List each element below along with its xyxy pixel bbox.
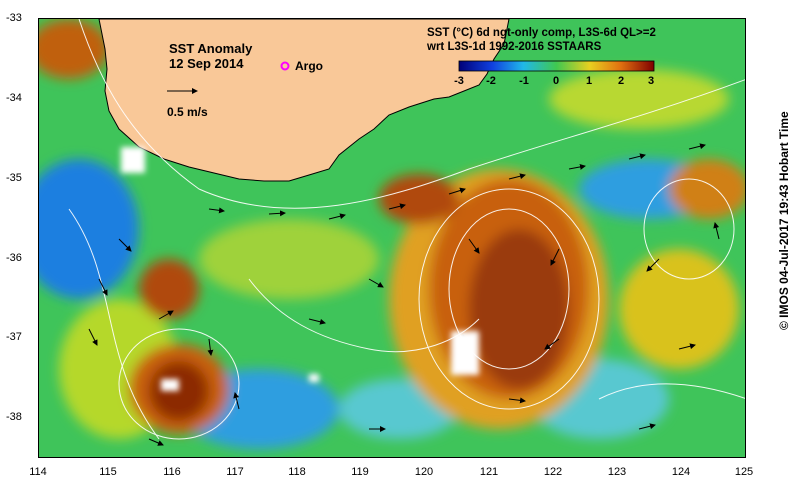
lat-tick: -37 — [6, 331, 22, 343]
colorbar-tick: 0 — [552, 75, 560, 87]
colorbar-tick: -2 — [486, 75, 496, 87]
sst-anomaly-map: SST Anomaly 12 Sep 2014 Argo 0.5 m/s SST… — [38, 18, 746, 458]
product-line-2: wrt L3S-1d 1992-2016 SSTAARS — [427, 41, 602, 53]
lat-tick: -36 — [6, 252, 22, 264]
lon-tick: 125 — [734, 466, 754, 478]
argo-float-icon — [280, 61, 290, 71]
lon-tick: 118 — [288, 466, 306, 478]
argo-label: Argo — [295, 59, 323, 73]
map-title: SST Anomaly — [169, 41, 253, 56]
colorbar-tick: 2 — [617, 75, 625, 87]
colorbar-tick: -3 — [454, 75, 464, 87]
anomaly-field — [39, 19, 745, 449]
map-canvas — [39, 19, 745, 457]
land-mass — [98, 19, 510, 182]
colorbar-tick: -1 — [519, 75, 529, 87]
lon-tick: 116 — [163, 466, 181, 478]
missing-data-patches — [121, 147, 479, 391]
lat-tick: -33 — [6, 12, 22, 24]
colorbar — [458, 60, 655, 72]
colorbar-tick: 3 — [647, 75, 655, 87]
velocity-scale-label: 0.5 m/s — [167, 105, 208, 119]
lon-tick: 117 — [226, 466, 244, 478]
current-vectors — [88, 143, 720, 446]
lon-tick: 121 — [479, 466, 499, 478]
colorbar-tick: 1 — [585, 75, 593, 87]
lon-tick: 124 — [671, 466, 691, 478]
lon-tick: 123 — [607, 466, 627, 478]
product-line-1: SST (°C) 6d ngt-only comp, L3S-6d QL>=2 — [427, 27, 656, 39]
lon-tick: 114 — [29, 466, 47, 478]
credit-text: © IMOS 04-Jul-2017 19:43 Hobart Time — [777, 111, 790, 330]
lon-tick: 120 — [414, 466, 434, 478]
lon-tick: 115 — [99, 466, 117, 478]
lat-tick: -34 — [6, 92, 22, 104]
lon-tick: 119 — [351, 466, 369, 478]
map-date: 12 Sep 2014 — [169, 56, 244, 71]
lat-tick: -38 — [6, 411, 22, 423]
lon-tick: 122 — [543, 466, 563, 478]
sst-contours — [68, 19, 745, 440]
lat-tick: -35 — [6, 172, 22, 184]
